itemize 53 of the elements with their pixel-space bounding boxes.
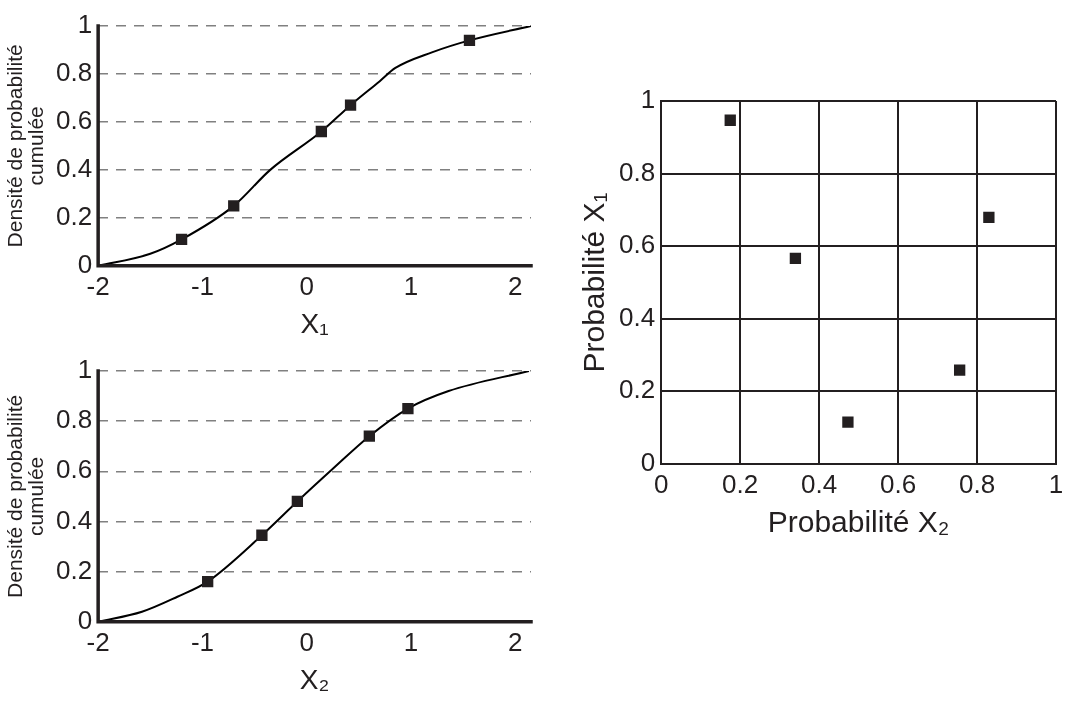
x-tick-label: 0.4 xyxy=(801,468,838,499)
point xyxy=(842,416,854,428)
y-tick-label: 0.8 xyxy=(55,404,93,435)
x-tick-label: 0.8 xyxy=(958,468,996,499)
y-tick-label: 1 xyxy=(77,9,93,40)
x-tick-label: 0 xyxy=(299,626,314,657)
point xyxy=(954,364,966,376)
point xyxy=(175,233,188,246)
point xyxy=(983,211,995,224)
y-tick-label: 0.4 xyxy=(55,153,93,184)
x-tick-label: 1 xyxy=(403,626,419,657)
y-axis-title: Densité de probabilité cumulée xyxy=(3,394,48,598)
x-tick-label: 2 xyxy=(508,270,523,301)
y-tick-label: 1 xyxy=(640,84,656,115)
y-axis-title: Densité de probabilité cumulée xyxy=(3,44,48,248)
y-tick-label: 0.2 xyxy=(618,374,656,405)
x-axis-title: X₁ xyxy=(300,307,329,339)
x-tick-label: 1 xyxy=(1048,468,1064,499)
x-tick-label: -1 xyxy=(190,270,215,301)
y-tick-label: 0.6 xyxy=(55,105,93,136)
point xyxy=(315,125,328,138)
x-tick-label: -1 xyxy=(190,626,215,657)
x-axis-title: Probabilité X₂ xyxy=(767,505,950,539)
x-tick-label: 0.6 xyxy=(879,468,917,499)
x-axis-title: X₂ xyxy=(299,663,330,695)
x-tick-label: 1 xyxy=(403,270,419,301)
line-series xyxy=(98,371,530,622)
point xyxy=(363,430,375,442)
y-tick-label: 0.4 xyxy=(618,301,656,332)
point xyxy=(344,99,357,111)
y-tick-label: 0 xyxy=(640,446,656,477)
y-tick-label: 0.8 xyxy=(618,156,656,187)
y-tick-label: 0.6 xyxy=(618,229,656,260)
point xyxy=(402,402,414,415)
point xyxy=(724,114,736,126)
x-tick-label: 0 xyxy=(299,270,314,301)
point xyxy=(463,34,476,47)
y-tick-label: 0.2 xyxy=(55,201,93,232)
y-tick-label: 0 xyxy=(77,248,93,279)
y-tick-label: 0.8 xyxy=(55,57,93,88)
point xyxy=(789,252,802,265)
y-axis-title: Probabilité X₁ xyxy=(577,192,611,373)
x-tick-label: 2 xyxy=(508,626,523,657)
point xyxy=(256,529,268,541)
point xyxy=(202,576,214,588)
line-series xyxy=(98,26,531,266)
y-tick-label: 0.2 xyxy=(55,554,93,585)
y-tick-label: 0 xyxy=(77,604,93,635)
point xyxy=(291,495,304,508)
x-tick-label: 0.2 xyxy=(722,468,759,499)
point xyxy=(228,200,240,212)
y-tick-label: 0.4 xyxy=(55,504,93,535)
y-tick-label: 1 xyxy=(77,354,93,385)
